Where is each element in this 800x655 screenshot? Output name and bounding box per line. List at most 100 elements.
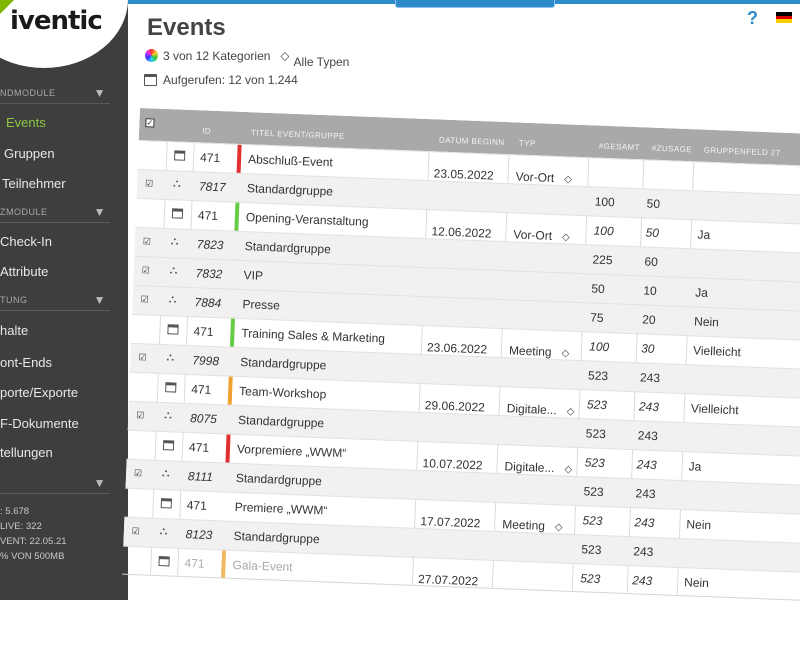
group-id: 7817 (198, 179, 226, 195)
people-icon: ⛬ (163, 409, 173, 422)
row-checkbox[interactable]: ☑ (142, 236, 152, 247)
group-promised: 243 (637, 428, 659, 444)
event-id: 471 (197, 208, 219, 224)
german-flag-icon[interactable] (776, 12, 792, 23)
chevron-down-icon[interactable]: ▼ (93, 476, 106, 490)
group-promised: 60 (644, 254, 659, 269)
event-promised: 243 (631, 573, 653, 589)
group-name[interactable]: Standardgruppe (246, 181, 334, 199)
filter-line: 3 von 12 Kategorien ⬦ Alle Typen (145, 48, 349, 69)
column-type[interactable]: TYP (518, 138, 536, 149)
group-id: 8075 (189, 411, 218, 427)
event-title[interactable]: Gala-Event (232, 557, 293, 575)
row-checkbox[interactable]: ☑ (131, 525, 141, 537)
group-name[interactable]: Standardgruppe (240, 355, 327, 373)
event-groupfield: Vielleicht (690, 401, 739, 418)
column-promised[interactable]: #ZUSAGE (651, 143, 693, 155)
event-title[interactable]: Team-Workshop (238, 384, 327, 402)
sidebar-section-verwaltung[interactable]: TUNG ▼ (0, 293, 110, 311)
row-checkbox[interactable]: ☑ (136, 410, 145, 421)
help-icon[interactable]: ? (747, 8, 758, 28)
group-id: 8111 (187, 469, 214, 485)
row-checkbox[interactable]: ☑ (140, 294, 149, 305)
group-promised: 243 (639, 370, 661, 386)
viewed-line: Aufgerufen: 12 von 1.244 (144, 73, 298, 87)
chevron-down-icon[interactable]: ▼ (93, 205, 106, 219)
event-groupfield: Ja (697, 227, 711, 242)
group-total: 523 (587, 368, 609, 384)
calendar-icon (144, 74, 157, 86)
event-groupfield: Vielleicht (692, 343, 742, 360)
sidebar-item-check-in[interactable]: Check-In (0, 234, 53, 249)
group-name[interactable]: Standardgruppe (244, 239, 332, 257)
row-checkbox[interactable]: ☑ (141, 265, 151, 276)
event-title[interactable]: Training Sales & Marketing (241, 326, 386, 346)
sidebar-stats: : 5.678 LIVE: 322 VENT: 22.05.21 % VON 5… (0, 506, 67, 562)
event-promised: 243 (638, 399, 660, 415)
sidebar-item-teilnehmer[interactable]: Teilnehmer (2, 176, 66, 191)
sidebar-item-attribute[interactable]: Attribute (0, 264, 49, 279)
event-promised: 243 (636, 457, 657, 473)
group-total: 75 (590, 310, 604, 325)
select-all-checkbox[interactable]: ✓ (145, 118, 155, 128)
group-name[interactable]: Presse (242, 297, 281, 313)
group-total: 50 (591, 281, 606, 296)
people-icon: ⛬ (168, 293, 177, 306)
color-wheel-icon[interactable] (145, 49, 158, 62)
group-total: 523 (583, 484, 604, 500)
sidebar-section-grundmodule[interactable]: NDMODULE ▼ (0, 86, 110, 104)
group-name[interactable]: Standardgruppe (233, 528, 320, 547)
event-title[interactable]: Abschluß-Event (247, 152, 334, 170)
group-promised: 20 (641, 312, 656, 327)
sidebar-item-pdf-dokumente[interactable]: F-Dokumente (0, 416, 79, 431)
event-title[interactable]: Opening-Veranstaltung (245, 210, 369, 229)
event-total: 523 (580, 571, 601, 587)
group-total: 523 (585, 426, 607, 442)
logo[interactable]: iventic (10, 6, 103, 36)
types-filter[interactable]: Alle Typen (293, 55, 350, 69)
sidebar-item-front-ends[interactable]: ont-Ends (0, 355, 53, 370)
events-table: ✓ ID TITEL EVENT/GRUPPE DATUM BEGINN TYP… (120, 108, 800, 654)
sidebar-section-stats[interactable]: ▼ (0, 476, 110, 494)
event-total: 100 (588, 339, 610, 355)
sidebar: iventic NDMODULE ▼ Events Gruppen Teilneh… (0, 0, 128, 600)
sidebar-item-events[interactable]: Events (6, 115, 46, 130)
group-id: 7998 (192, 353, 220, 369)
event-title[interactable]: Vorpremiere „WWM“ (236, 441, 347, 461)
group-id: 8123 (185, 527, 213, 543)
row-checkbox[interactable]: ☑ (138, 352, 147, 363)
sidebar-item-einstellungen[interactable]: tellungen (0, 445, 53, 460)
column-title[interactable]: TITEL EVENT/GRUPPE (250, 128, 345, 141)
group-name[interactable]: Standardgruppe (237, 413, 325, 431)
sidebar-item-gruppen[interactable]: Gruppen (4, 146, 55, 161)
sidebar-item-importe-exporte[interactable]: porte/Exporte (0, 385, 79, 400)
column-date[interactable]: DATUM BEGINN (438, 135, 505, 148)
column-total[interactable]: #GESAMT (598, 141, 641, 153)
top-search-field[interactable] (395, 0, 555, 8)
event-promised: 30 (640, 341, 655, 356)
group-total: 225 (592, 252, 613, 268)
chevron-down-icon[interactable]: ▼ (93, 86, 106, 100)
tag-icon[interactable]: ⬦ (280, 48, 290, 63)
sidebar-section-zusatzmodule[interactable]: ZMODULE ▼ (0, 205, 110, 223)
row-checkbox[interactable]: ☑ (133, 468, 143, 479)
group-name[interactable]: Standardgruppe (235, 470, 323, 489)
categories-filter[interactable]: 3 von 12 Kategorien (163, 49, 271, 63)
sidebar-item-inhalte[interactable]: halte (0, 323, 29, 338)
people-icon: ⛬ (166, 351, 175, 364)
event-calendar-icon (167, 324, 179, 335)
chevron-down-icon[interactable]: ▼ (93, 293, 106, 307)
column-groupfield-27[interactable]: GRUPPENFELD 27 (703, 145, 781, 158)
event-groupfield: Nein (686, 517, 712, 533)
group-total: 100 (594, 194, 616, 210)
column-id[interactable]: ID (201, 126, 212, 136)
group-promised: 243 (633, 544, 654, 560)
group-name[interactable]: VIP (243, 268, 264, 283)
group-promised: 50 (646, 196, 661, 212)
group-id: 7832 (195, 266, 223, 282)
people-icon: ⛬ (170, 235, 179, 248)
row-checkbox[interactable]: ☑ (144, 178, 154, 189)
viewed-count: Aufgerufen: 12 von 1.244 (163, 73, 298, 87)
event-calendar-icon (158, 556, 170, 567)
event-title[interactable]: Premiere „WWM“ (234, 499, 328, 518)
